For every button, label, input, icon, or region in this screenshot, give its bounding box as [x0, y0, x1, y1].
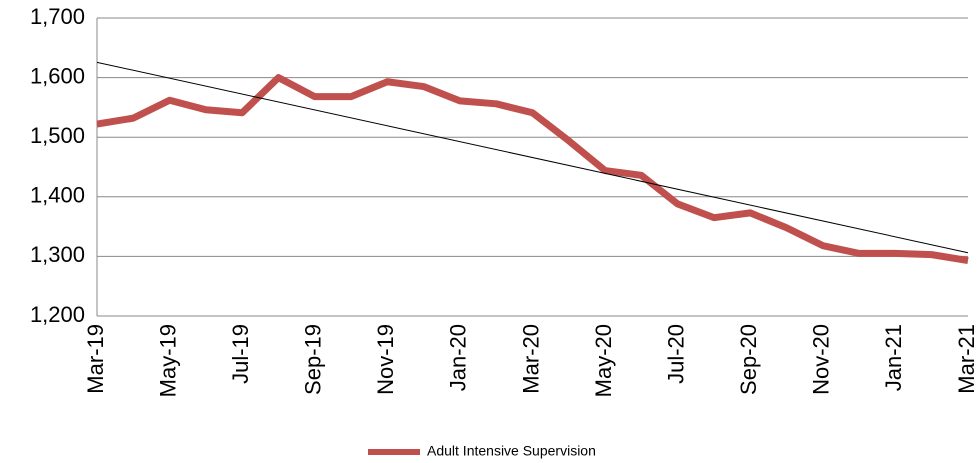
y-tick-label: 1,700: [30, 4, 85, 29]
x-tick-label: Sep-19: [301, 324, 326, 395]
x-tick-label: Nov-20: [809, 324, 834, 395]
x-tick-label: Jul-19: [228, 324, 253, 384]
y-tick-label: 1,500: [30, 123, 85, 148]
y-tick-label: 1,400: [30, 183, 85, 208]
x-tick-label: Jan-20: [446, 324, 471, 391]
x-tick-label: Mar-20: [518, 324, 543, 394]
y-tick-label: 1,200: [30, 302, 85, 327]
y-tick-label: 1,600: [30, 63, 85, 88]
y-tick-label: 1,300: [30, 242, 85, 267]
x-tick-label: Jan-21: [881, 324, 906, 391]
x-tick-label: May-19: [155, 324, 180, 397]
x-tick-label: Mar-21: [954, 324, 978, 394]
x-tick-label: May-20: [591, 324, 616, 397]
x-tick-label: Sep-20: [736, 324, 761, 395]
x-tick-label: Mar-19: [83, 324, 108, 394]
x-tick-label: Nov-19: [373, 324, 398, 395]
legend-label: Adult Intensive Supervision: [427, 443, 596, 459]
x-tick-label: Jul-20: [663, 324, 688, 384]
trendline: [96, 61, 969, 254]
data-line: [96, 74, 969, 265]
